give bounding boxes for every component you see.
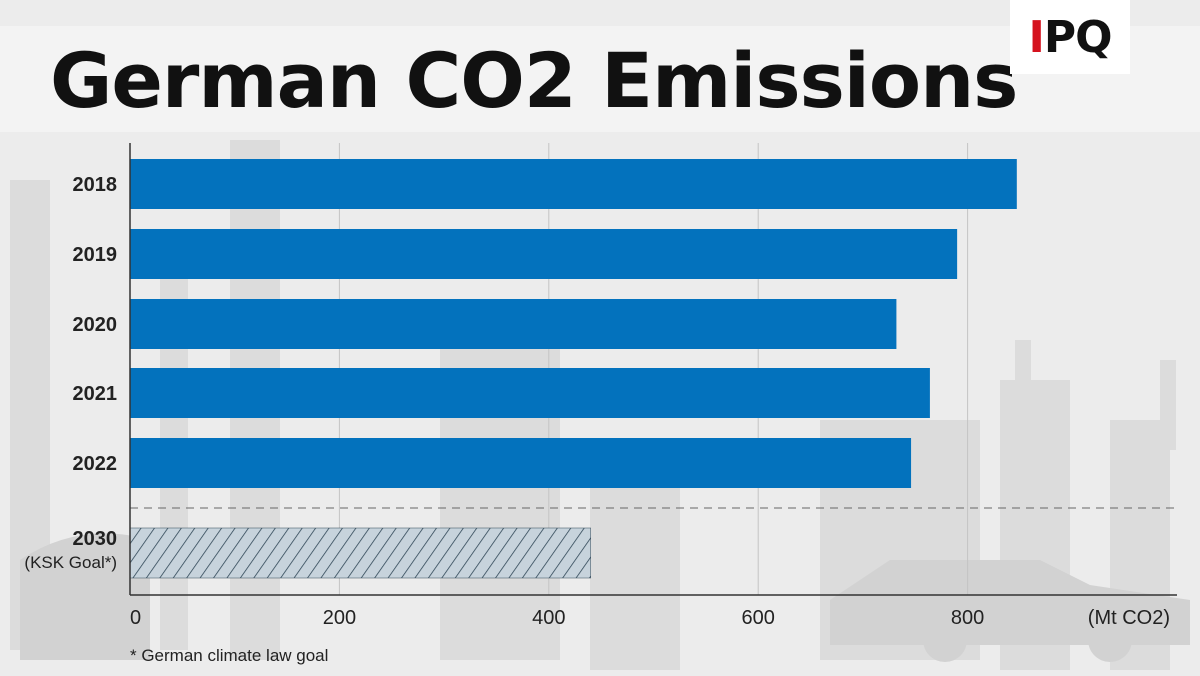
category-label-2022: 2022 bbox=[73, 453, 118, 475]
logo-letter-i: I bbox=[1028, 11, 1044, 63]
logo-letters-pq: PQ bbox=[1043, 11, 1113, 63]
bar-2018 bbox=[130, 159, 1017, 209]
bar-2020 bbox=[130, 299, 897, 349]
footnote: * German climate law goal bbox=[130, 646, 329, 665]
x-tick-label-0: 0 bbox=[130, 607, 141, 629]
x-tick-label-200: 200 bbox=[323, 607, 356, 629]
bar-2019 bbox=[130, 229, 958, 279]
category-label-2021: 2021 bbox=[73, 383, 118, 405]
bar-2021 bbox=[130, 368, 930, 418]
x-tick-label-400: 400 bbox=[532, 607, 565, 629]
page-title: German CO2 Emissions bbox=[50, 36, 1018, 125]
category-label-2018: 2018 bbox=[73, 174, 118, 196]
category-label-2030: 2030 bbox=[73, 528, 118, 550]
unit-label: (Mt CO2) bbox=[1088, 607, 1170, 629]
bar-2022 bbox=[130, 438, 912, 488]
category-label-2019: 2019 bbox=[73, 244, 118, 266]
bar-2030 bbox=[129, 527, 591, 579]
title-band bbox=[0, 26, 1200, 132]
x-tick-label-600: 600 bbox=[742, 607, 775, 629]
x-tick-label-800: 800 bbox=[951, 607, 984, 629]
ipq-logo: IPQ bbox=[1010, 0, 1130, 74]
category-label-2020: 2020 bbox=[73, 314, 118, 336]
category-sublabel-2030: (KSK Goal*) bbox=[24, 553, 117, 572]
